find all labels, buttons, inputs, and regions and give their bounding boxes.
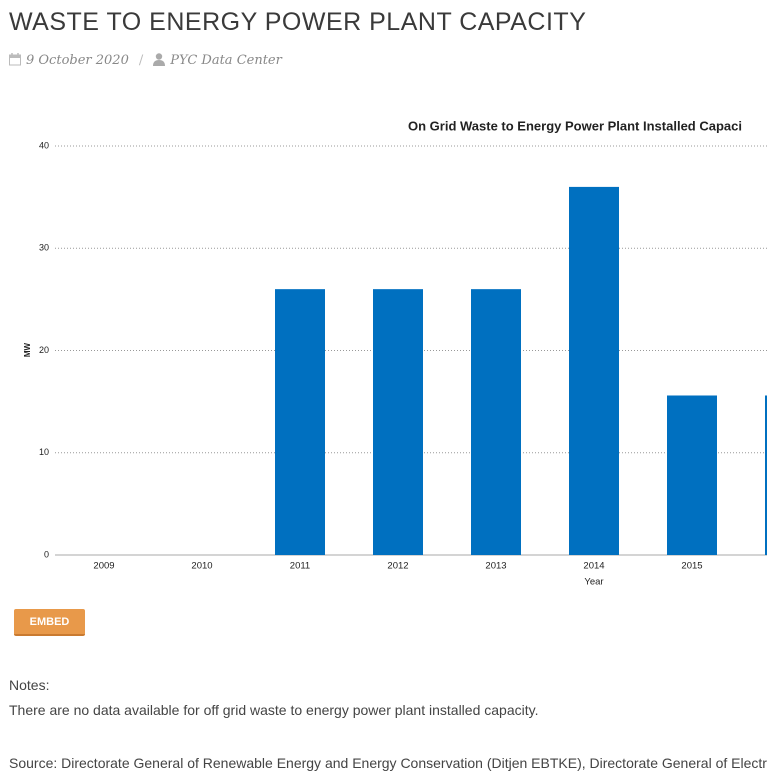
bar	[765, 395, 767, 555]
notes-text: There are no data available for off grid…	[9, 702, 539, 718]
bar	[275, 289, 325, 555]
x-tick-label: 2010	[191, 561, 212, 572]
source-text: Source: Directorate General of Renewable…	[9, 755, 767, 771]
calendar-icon	[9, 53, 21, 66]
user-icon	[153, 53, 166, 66]
x-tick-label: 2015	[681, 561, 702, 572]
x-axis-title: Year	[584, 577, 603, 588]
y-axis-title: MW	[23, 342, 32, 357]
bar	[471, 289, 521, 555]
chart: On Grid Waste to Energy Power Plant Inst…	[23, 118, 767, 588]
post-meta: 9 October 2020 / PYC Data Center	[9, 53, 282, 68]
x-tick-label: 2012	[387, 561, 408, 572]
post-author[interactable]: PYC Data Center	[170, 53, 282, 68]
embed-button[interactable]: EMBED	[14, 609, 85, 636]
y-tick-label: 40	[39, 140, 49, 150]
y-tick-label: 10	[39, 447, 49, 457]
y-tick-label: 30	[39, 243, 49, 253]
page-title: WASTE TO ENERGY POWER PLANT CAPACITY	[9, 8, 587, 36]
x-tick-label: 2009	[93, 561, 114, 572]
bar	[569, 186, 619, 555]
bar	[373, 289, 423, 555]
x-tick-label: 2014	[583, 561, 604, 572]
y-tick-label: 20	[39, 345, 49, 355]
x-tick-label: 2013	[485, 561, 506, 572]
post-date: 9 October 2020	[26, 53, 129, 68]
separator: /	[138, 53, 144, 68]
x-tick-label: 2011	[290, 561, 310, 572]
chart-title: On Grid Waste to Energy Power Plant Inst…	[408, 118, 742, 133]
notes-heading: Notes:	[9, 677, 50, 693]
y-tick-label: 0	[44, 549, 49, 559]
bar	[667, 395, 717, 555]
